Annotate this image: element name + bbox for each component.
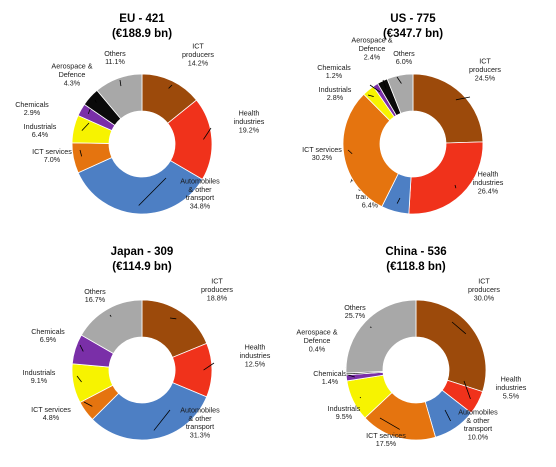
slice-label-line: 19.2% xyxy=(239,125,260,134)
slice-label-line: 26.4% xyxy=(478,186,499,195)
slice-label-line: 5.5% xyxy=(503,391,520,400)
slice-label-line: 34.8% xyxy=(190,202,211,211)
slice-label-line: 24.5% xyxy=(475,73,496,82)
slice-label-line: 30.2% xyxy=(312,153,333,162)
slice-label-line: 31.3% xyxy=(190,431,211,440)
slice-label-line: 9.5% xyxy=(336,412,353,421)
chart-title-eu: EU - 421 xyxy=(119,13,165,25)
slice-label-line: 2.8% xyxy=(327,93,344,102)
slice-label-line: 30.0% xyxy=(474,293,495,302)
slice-label-line: 18.8% xyxy=(207,293,228,302)
slice-ict-producers xyxy=(416,300,486,392)
chart-title-china: China - 536 xyxy=(385,246,446,258)
slice-label-line: 17.5% xyxy=(376,439,397,448)
slice-label-line: 0.4% xyxy=(309,344,326,353)
slice-label-line: 25.7% xyxy=(345,311,366,320)
chart-subtitle-japan: (€114.9 bn) xyxy=(112,261,172,273)
slice-label-line: 2.9% xyxy=(24,108,41,117)
slice-label-line: 7.0% xyxy=(44,155,61,164)
slice-label-line: 10.0% xyxy=(468,433,489,442)
slice-ict-producers xyxy=(413,74,483,143)
slice-label-line: 6.0% xyxy=(396,57,413,66)
slice-label-line: 6.9% xyxy=(40,335,57,344)
chart-subtitle-china: (€118.8 bn) xyxy=(386,261,446,273)
chart-subtitle-eu: (€188.9 bn) xyxy=(112,28,172,40)
slice-label-line: 4.8% xyxy=(43,413,60,422)
leader-line-industrials xyxy=(360,397,361,398)
slice-label-line: 9.1% xyxy=(31,376,48,385)
chart-title-japan: Japan - 309 xyxy=(111,246,174,258)
slice-label-line: 14.2% xyxy=(188,58,209,67)
slice-label-line: 11.1% xyxy=(105,57,125,66)
slice-label-line: 4.3% xyxy=(64,78,81,87)
slice-label-line: 12.5% xyxy=(245,359,266,368)
chart-title-us: US - 775 xyxy=(390,13,436,25)
slice-label-line: 1.4% xyxy=(322,377,339,386)
slice-label-line: 16.7% xyxy=(85,295,106,304)
slice-label-line: 2.4% xyxy=(364,52,381,61)
donut-us: ICTproducers24.5%Healthindustries26.4%Au… xyxy=(302,36,504,214)
slice-label-line: 1.2% xyxy=(326,71,343,80)
slice-label-line: 6.4% xyxy=(32,130,49,139)
